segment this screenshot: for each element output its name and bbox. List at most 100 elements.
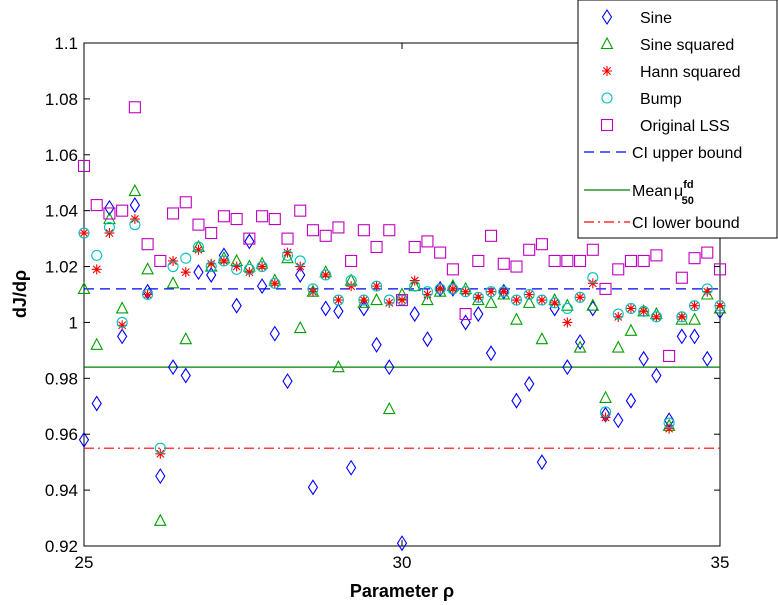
data-point	[154, 442, 166, 454]
data-point	[484, 229, 498, 242]
data-point	[587, 278, 598, 289]
y-tick-label: 1.08	[45, 90, 78, 109]
data-point	[79, 228, 89, 239]
y-tick-label: 1.04	[45, 202, 78, 221]
data-point	[397, 295, 407, 306]
data-point	[357, 224, 370, 237]
data-point	[231, 263, 243, 275]
data-point	[535, 238, 548, 251]
data-point	[498, 286, 510, 298]
data-point	[269, 278, 280, 289]
data-point	[637, 254, 650, 268]
data-point	[218, 255, 229, 266]
data-point	[625, 303, 636, 314]
data-point	[701, 246, 714, 259]
data-point	[485, 286, 497, 298]
data-point	[384, 297, 395, 308]
data-point	[473, 306, 484, 323]
data-point	[396, 535, 408, 552]
y-tick-label: 1.02	[45, 258, 78, 277]
data-point	[345, 459, 357, 476]
y-tick-label: 0.94	[45, 481, 78, 500]
data-point	[651, 367, 662, 384]
data-point	[409, 306, 420, 323]
data-point	[574, 254, 587, 268]
data-point	[155, 448, 166, 459]
data-point	[497, 257, 510, 270]
data-point	[307, 286, 318, 297]
data-point	[523, 243, 536, 256]
data-point	[714, 300, 726, 312]
data-point	[269, 277, 281, 289]
data-point	[231, 297, 242, 314]
y-tick-label: 1	[69, 313, 78, 332]
data-point	[676, 311, 687, 322]
data-point	[663, 349, 676, 363]
data-point	[587, 272, 599, 284]
data-point	[624, 323, 638, 336]
data-point	[447, 283, 458, 294]
data-point	[90, 337, 104, 350]
data-point	[510, 312, 523, 325]
data-point	[536, 294, 548, 306]
legend-marker	[601, 92, 613, 104]
data-point	[129, 219, 141, 231]
data-point	[611, 340, 625, 353]
x-tick-label: 30	[393, 553, 412, 572]
data-point	[523, 288, 535, 301]
data-point	[625, 392, 637, 409]
data-point	[473, 292, 484, 303]
legend-label: Sine	[640, 10, 672, 27]
legend-label: Bump	[640, 91, 682, 108]
data-point	[154, 254, 167, 268]
data-point	[307, 479, 319, 496]
data-point	[345, 254, 358, 268]
legend-label: Original LSS	[640, 118, 730, 135]
data-point	[586, 243, 599, 256]
data-point	[459, 308, 472, 321]
legend-label: Hann squared	[640, 64, 741, 81]
y-tick-label: 1.1	[54, 34, 78, 53]
data-point	[650, 311, 662, 323]
data-point	[281, 249, 294, 261]
data-point	[115, 301, 129, 314]
data-point	[77, 159, 91, 173]
data-point	[307, 283, 319, 295]
data-point	[180, 267, 191, 278]
series-bump	[78, 219, 726, 454]
y-tick-label: 0.92	[45, 537, 78, 556]
data-point	[167, 261, 179, 273]
x-axis: 25 30 35	[75, 43, 729, 572]
data-point	[295, 261, 306, 272]
data-point	[345, 274, 357, 287]
data-point	[332, 294, 344, 306]
data-point	[574, 333, 586, 351]
data-point	[600, 412, 611, 423]
data-point	[244, 267, 255, 278]
data-point	[244, 233, 255, 250]
data-point	[510, 294, 523, 306]
data-point	[256, 261, 268, 273]
legend-marker	[600, 118, 614, 132]
data-point	[382, 401, 396, 415]
data-point	[206, 258, 217, 269]
data-point	[625, 302, 637, 315]
x-tick-label: 25	[75, 553, 94, 572]
data-point	[549, 297, 560, 308]
data-point	[104, 199, 115, 216]
series-layer	[77, 101, 727, 552]
legend-entry: Hann squared	[602, 64, 741, 81]
data-point	[702, 350, 713, 367]
data-point	[524, 375, 535, 392]
data-point	[676, 311, 688, 323]
data-point	[142, 289, 153, 300]
data-point	[460, 286, 471, 297]
data-point	[180, 367, 191, 384]
legend-entry: Sine squared	[600, 36, 734, 54]
data-point	[103, 221, 115, 233]
legend-label: CI lower bound	[632, 215, 740, 232]
data-point	[599, 282, 612, 295]
data-point	[78, 431, 90, 448]
data-point	[179, 196, 192, 209]
data-point	[268, 213, 281, 226]
